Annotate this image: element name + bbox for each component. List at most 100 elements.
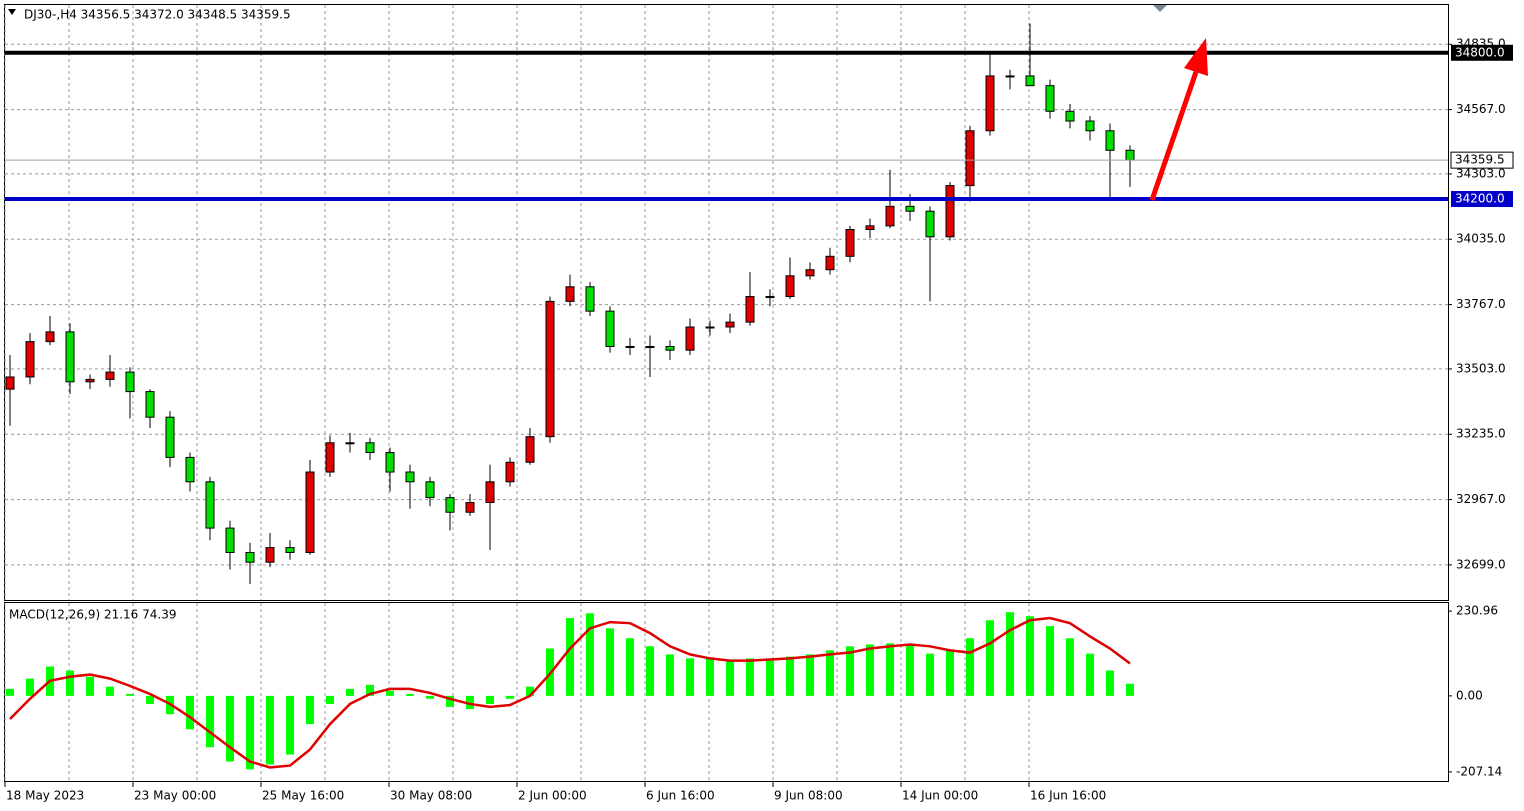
histogram-bar bbox=[246, 695, 254, 770]
mark-layer bbox=[5, 23, 1448, 770]
histogram-bar bbox=[686, 658, 694, 696]
histogram-bar bbox=[566, 618, 574, 696]
histogram-bar bbox=[1006, 612, 1014, 696]
candle-body bbox=[465, 501, 475, 513]
collapse-icon bbox=[8, 9, 16, 15]
histogram-bar bbox=[1106, 670, 1114, 696]
last-price-label: 34359.5 bbox=[1455, 153, 1505, 167]
x-tick-label: 14 Jun 00:00 bbox=[902, 789, 978, 803]
candle-body bbox=[245, 551, 255, 563]
candle-body bbox=[185, 456, 195, 483]
histogram-bar bbox=[506, 695, 514, 699]
arrow-shaft bbox=[1149, 71, 1199, 201]
candle-body bbox=[45, 331, 55, 343]
level-label: 34800.0 bbox=[1455, 45, 1505, 59]
candle-body bbox=[885, 205, 895, 227]
histogram-bar bbox=[826, 650, 834, 696]
candle-body bbox=[865, 225, 875, 230]
candle-body bbox=[785, 275, 795, 298]
histogram-bar bbox=[26, 678, 34, 696]
histogram-bar bbox=[206, 695, 214, 748]
histogram-bar bbox=[386, 690, 394, 696]
y-tick-label: 32699.0 bbox=[1456, 557, 1506, 571]
histogram-bar bbox=[966, 638, 974, 696]
candle-body bbox=[205, 481, 215, 529]
candle-body bbox=[645, 345, 655, 348]
y-tick-label: 33767.0 bbox=[1456, 297, 1506, 311]
price-pane bbox=[4, 4, 1449, 601]
last-price-box bbox=[1450, 151, 1514, 169]
histogram-bar bbox=[66, 670, 74, 696]
candle-body bbox=[765, 296, 775, 299]
histogram-bar bbox=[646, 646, 654, 696]
y-tick-label: 34567.0 bbox=[1456, 102, 1506, 116]
histogram-bar bbox=[486, 695, 494, 704]
candle-body bbox=[745, 296, 755, 323]
histogram-bar bbox=[6, 688, 14, 696]
histogram-bar bbox=[586, 613, 594, 696]
level-box bbox=[1451, 191, 1513, 208]
candle-body bbox=[1125, 149, 1135, 161]
candle-body bbox=[565, 286, 575, 302]
y-tick-label: 230.96 bbox=[1456, 604, 1498, 618]
candle-body bbox=[545, 300, 555, 438]
y-tick-label: 34303.0 bbox=[1456, 166, 1506, 180]
grid-layer bbox=[4, 5, 1448, 782]
candle-body bbox=[825, 255, 835, 271]
histogram-bar bbox=[1046, 626, 1054, 696]
candle-body bbox=[1085, 120, 1095, 132]
histogram-bar bbox=[1026, 616, 1034, 696]
macd-pane bbox=[4, 602, 1449, 782]
candle-body bbox=[165, 416, 175, 458]
candle-body bbox=[725, 321, 735, 328]
candle-body bbox=[85, 378, 95, 383]
candle-body bbox=[265, 547, 275, 563]
histogram-bar bbox=[466, 695, 474, 710]
histogram-bar bbox=[846, 646, 854, 696]
arrow-head bbox=[1184, 38, 1208, 76]
candle-body bbox=[385, 452, 395, 473]
shift-marker bbox=[1153, 5, 1167, 12]
candle-body bbox=[285, 547, 295, 553]
x-tick-label: 23 May 00:00 bbox=[134, 789, 216, 803]
candle-body bbox=[965, 130, 975, 187]
histogram-bar bbox=[786, 656, 794, 696]
y-tick-label: 32967.0 bbox=[1456, 492, 1506, 506]
candle-body bbox=[445, 497, 455, 513]
candle-body bbox=[345, 442, 355, 445]
candle-body bbox=[665, 345, 675, 351]
candle-body bbox=[1025, 75, 1035, 87]
candle-body bbox=[845, 228, 855, 257]
candle-body bbox=[1105, 130, 1115, 151]
histogram-bar bbox=[1066, 638, 1074, 696]
y-tick-label: 33503.0 bbox=[1456, 361, 1506, 375]
histogram-bar bbox=[906, 644, 914, 696]
histogram-bar bbox=[426, 695, 434, 699]
histogram-bar bbox=[266, 695, 274, 765]
histogram-bar bbox=[946, 650, 954, 696]
y-tick-label: 0.00 bbox=[1456, 688, 1483, 702]
candle-body bbox=[585, 286, 595, 312]
y-tick-label: 34035.0 bbox=[1456, 232, 1506, 246]
histogram-bar bbox=[146, 695, 154, 704]
histogram-bar bbox=[86, 676, 94, 696]
histogram-bar bbox=[926, 653, 934, 696]
histogram-bar bbox=[866, 644, 874, 696]
x-tick-label: 18 May 2023 bbox=[6, 789, 84, 803]
candle-body bbox=[1005, 75, 1015, 78]
histogram-bar bbox=[186, 695, 194, 730]
histogram-bar bbox=[1086, 653, 1094, 696]
histogram-bar bbox=[626, 638, 634, 696]
candle-body bbox=[805, 269, 815, 277]
candle-body bbox=[925, 210, 935, 238]
candle-body bbox=[505, 461, 515, 483]
x-tick-label: 6 Jun 16:00 bbox=[646, 789, 715, 803]
candle-body bbox=[605, 310, 615, 347]
candle-body bbox=[405, 471, 415, 483]
histogram-bar bbox=[606, 628, 614, 696]
x-tick-label: 2 Jun 00:00 bbox=[518, 789, 587, 803]
candle-body bbox=[705, 326, 715, 329]
candle-body bbox=[65, 331, 75, 383]
